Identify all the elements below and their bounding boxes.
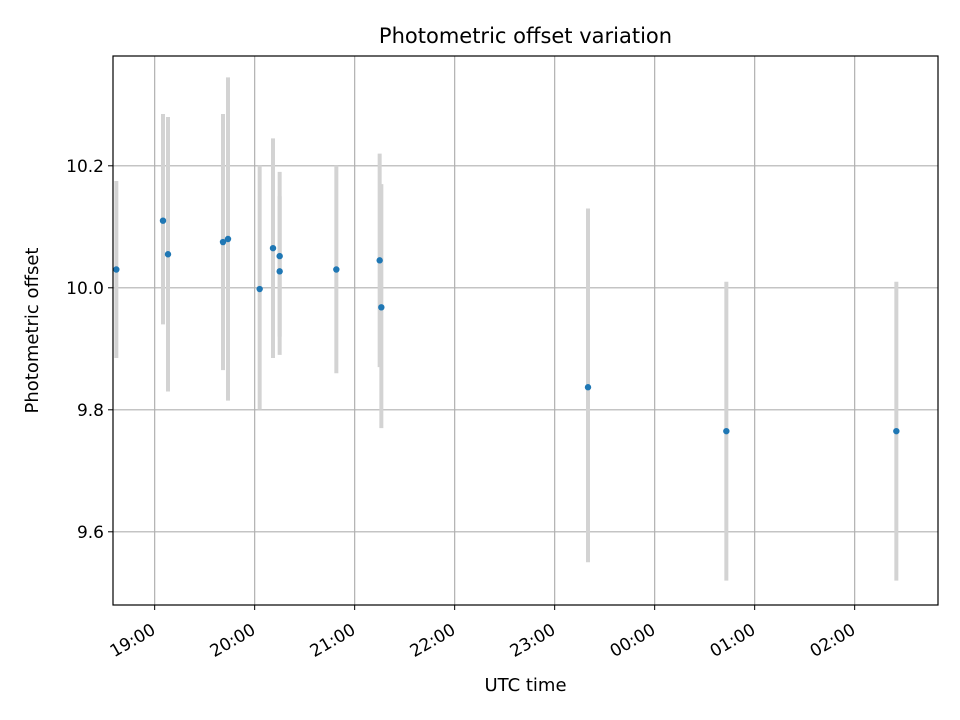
- x-tick-label: 01:00: [707, 620, 759, 662]
- data-point: [333, 266, 340, 273]
- x-tick-label: 21:00: [307, 620, 359, 662]
- data-point: [584, 384, 592, 391]
- y-tick-label: 9.6: [77, 523, 104, 543]
- grid-layer: [113, 56, 938, 605]
- data-point: [276, 268, 283, 275]
- data-point: [276, 252, 283, 260]
- x-tick-label: 23:00: [507, 620, 559, 662]
- data-point: [164, 251, 172, 258]
- x-tick-label: 22:00: [407, 620, 459, 662]
- plot-frame: [112, 55, 939, 606]
- data-point: [159, 217, 167, 224]
- data-point: [376, 257, 383, 264]
- data-point: [113, 266, 120, 273]
- y-tick-label: 9.8: [77, 401, 104, 421]
- data-point: [269, 244, 277, 252]
- x-axis-label: UTC time: [484, 675, 566, 696]
- data-point: [219, 238, 227, 246]
- chart-title: Photometric offset variation: [379, 24, 672, 48]
- data-point: [256, 285, 263, 293]
- y-tick-label: 10.2: [66, 157, 104, 177]
- data-point: [224, 235, 232, 243]
- y-tick-label: 10.0: [66, 279, 104, 299]
- y-axis-label: Photometric offset: [22, 248, 43, 414]
- x-tick-label: 20:00: [207, 620, 259, 662]
- data-point: [893, 427, 900, 435]
- errorbar-layer: [114, 77, 899, 581]
- data-point: [723, 427, 730, 435]
- x-tick-label: 02:00: [807, 620, 859, 662]
- point-layer: [113, 217, 900, 435]
- x-tick-label: 00:00: [607, 620, 659, 662]
- data-point: [378, 304, 385, 311]
- x-tick-label: 19:00: [107, 620, 159, 662]
